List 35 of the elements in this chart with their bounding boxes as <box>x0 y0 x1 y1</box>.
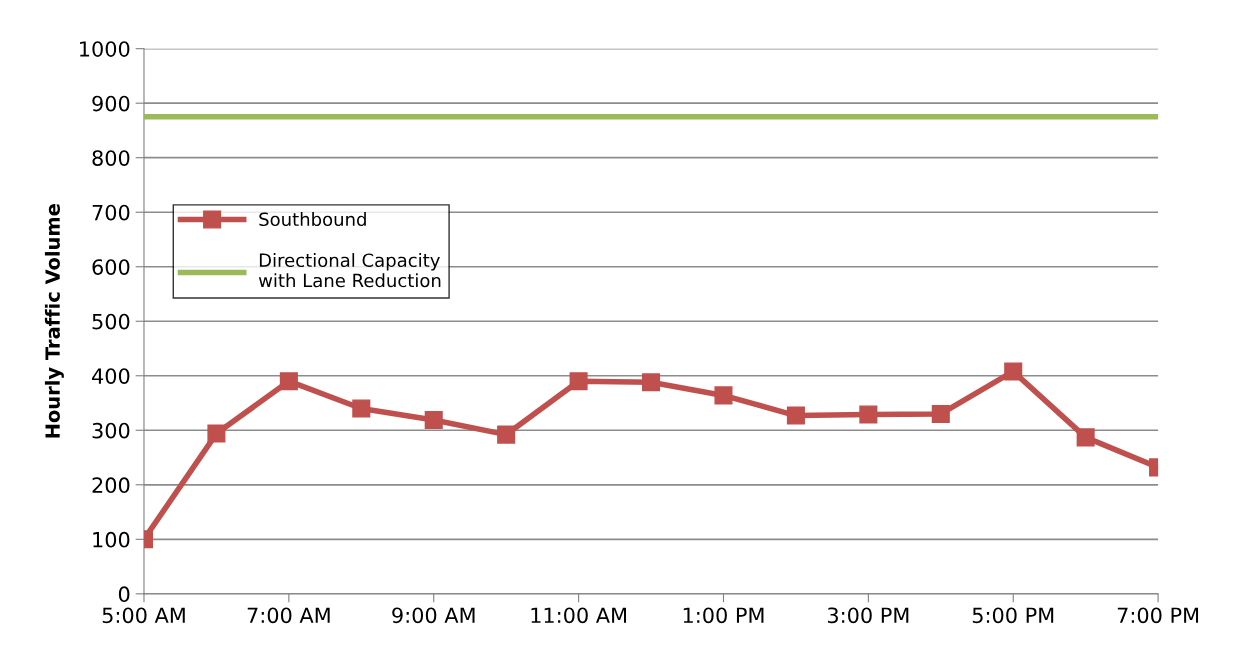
x-tick-label: 5:00 AM <box>102 607 185 624</box>
x-tick-label: 7:00 AM <box>247 607 330 624</box>
y-tick-label: 700 <box>92 204 130 221</box>
point <box>352 399 371 418</box>
point <box>569 372 588 391</box>
y-tick-label: 300 <box>92 422 130 439</box>
point <box>859 405 878 424</box>
x-tick-label: 11:00 AM <box>531 607 627 624</box>
point <box>279 372 298 391</box>
y-tick-label: 1000 <box>80 41 130 57</box>
y-tick-label: 500 <box>92 313 130 330</box>
point <box>642 373 661 392</box>
point <box>207 424 226 443</box>
y-tick-label: 200 <box>92 477 130 494</box>
point <box>714 386 733 405</box>
point <box>786 406 805 425</box>
legend-label: Southbound <box>259 212 366 227</box>
x-tick-label: 5:00 PM <box>972 607 1054 624</box>
y-tick-label: 100 <box>93 531 130 548</box>
y-tick-label: 0 <box>118 586 130 603</box>
y-tick-label: 600 <box>92 259 130 275</box>
point <box>931 404 950 423</box>
x-tick-label: 9:00 AM <box>392 607 475 624</box>
x-tick-label: 1:00 PM <box>683 607 764 624</box>
y-tick-label: 800 <box>92 150 130 166</box>
point <box>1076 428 1095 447</box>
y-axis-title: Hourly Traffic Volume <box>44 204 64 438</box>
point <box>424 410 443 429</box>
x-tick-label: 3:00 PM <box>827 607 909 624</box>
x-tick-label: 7:00 PM <box>1117 607 1199 624</box>
y-tick-label: 900 <box>92 95 130 112</box>
point <box>497 425 516 444</box>
legend-label: Directional Capacity with Lane Reduction <box>258 253 441 288</box>
y-tick-label: 400 <box>92 368 130 384</box>
point <box>1004 362 1023 381</box>
